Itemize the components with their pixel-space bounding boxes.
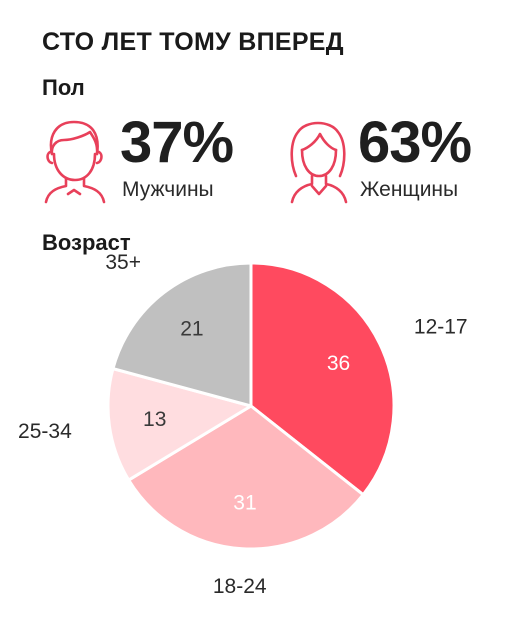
pie-category-label: 35+ xyxy=(105,251,141,274)
pie-value-label: 21 xyxy=(180,317,203,340)
female-person-icon xyxy=(290,121,348,204)
male-person-icon xyxy=(44,120,106,204)
pie-slice-35+ xyxy=(111,261,253,408)
pie-value-label: 13 xyxy=(143,408,166,431)
male-label: Мужчины xyxy=(122,178,214,201)
female-stat: 63% Женщины xyxy=(282,112,512,212)
age-heading: Возраст xyxy=(42,230,131,255)
pie-value-label: 31 xyxy=(233,492,256,515)
male-stat: 37% Мужчины xyxy=(38,112,258,212)
female-label: Женщины xyxy=(360,178,459,201)
pie-slice-18-24 xyxy=(127,404,365,551)
pie-category-label: 25-34 xyxy=(18,420,72,443)
pie-slice-12-17 xyxy=(249,261,396,497)
pie-category-label: 18-24 xyxy=(213,575,267,598)
gender-heading: Пол xyxy=(42,75,85,100)
pie-value-label: 36 xyxy=(327,352,350,375)
female-percent: 63% xyxy=(358,110,472,175)
male-percent: 37% xyxy=(120,110,234,175)
pie-category-label: 12-17 xyxy=(414,316,468,339)
page-title: СТО ЛЕТ ТОМУ ВПЕРЕД xyxy=(42,28,344,56)
